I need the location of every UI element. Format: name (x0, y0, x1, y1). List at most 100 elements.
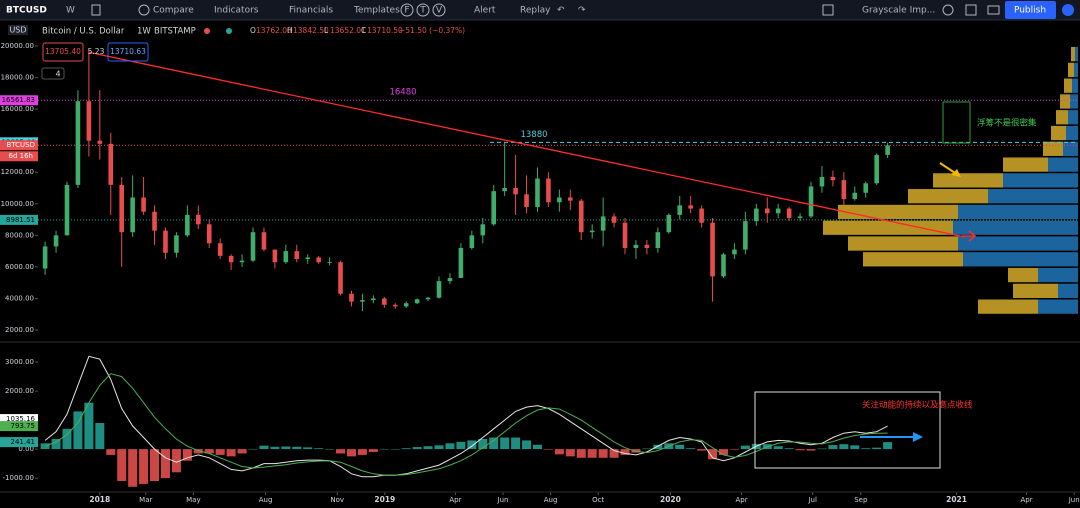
buy-box[interactable] (107, 42, 149, 62)
histogram-bar (62, 428, 72, 450)
histogram-bar (84, 402, 94, 450)
template-key-label[interactable]: F (404, 6, 409, 16)
histogram-bar (532, 444, 542, 450)
candle-body (666, 214, 672, 233)
replay-button[interactable]: Replay (520, 6, 551, 16)
symbol-search[interactable]: BTCUSD (6, 6, 47, 16)
data-status (226, 28, 232, 34)
histogram-bar (204, 449, 214, 454)
fullscreen-icon[interactable] (965, 4, 977, 16)
layout-icon[interactable] (822, 4, 834, 16)
compare-button[interactable]: Compare (153, 6, 194, 16)
histogram-bar (106, 449, 116, 455)
candle-body (305, 257, 311, 260)
indicators-button[interactable]: Indicators (214, 6, 259, 16)
histogram-bar (160, 449, 170, 479)
candle-body (217, 243, 223, 256)
templates-button[interactable]: Templates (353, 6, 400, 16)
macd-line (44, 355, 888, 478)
histogram-bar (128, 449, 138, 487)
histogram-bar (139, 449, 149, 484)
vp-down-bar (1072, 78, 1078, 93)
candle-body (261, 232, 267, 250)
financials-button[interactable]: Financials (289, 6, 333, 16)
candle-body (808, 186, 814, 217)
histogram-bar (784, 448, 794, 450)
histogram-bar (215, 449, 225, 455)
histogram-bar (368, 449, 378, 453)
indicators-toggle[interactable] (41, 67, 65, 80)
legend-ohlc: O 13762.00H 13842.50L 13652.01C 13710.50 (250, 26, 403, 35)
template-key-label[interactable]: V (436, 6, 443, 16)
interval[interactable]: W (66, 6, 75, 16)
x-tick-label: Jun (1068, 496, 1080, 504)
stream-button[interactable] (1062, 4, 1074, 16)
chart-style-icon[interactable] (91, 4, 101, 16)
template-key-label[interactable]: T (419, 6, 426, 16)
vp-up-bar (1043, 141, 1063, 156)
candle-body (86, 101, 92, 141)
histogram-bar (237, 449, 247, 454)
template-key[interactable] (432, 3, 446, 17)
publish-button[interactable] (1005, 1, 1056, 19)
ask-price[interactable]: 13710.63 (110, 47, 146, 56)
histogram-bar (401, 448, 411, 450)
y-tick-label: 0.00 (18, 445, 34, 453)
vp-up-bar (1064, 78, 1072, 93)
redo-button[interactable]: ↷ (578, 6, 586, 16)
indicator-count[interactable]: 4 (55, 70, 60, 79)
undo-button[interactable]: ↶ (557, 6, 565, 16)
layout-name[interactable]: Grayscale Imp... (862, 6, 935, 16)
y-tick-label: -1000.00 (3, 474, 34, 482)
sell-box[interactable] (42, 42, 84, 62)
trendline (88, 51, 965, 238)
histogram-bar (686, 448, 696, 450)
alert-button[interactable]: Alert (474, 6, 496, 16)
candle-body (677, 205, 683, 215)
last-price-name: BTCUSD (6, 141, 35, 149)
y-tick-label: 18000.00 (1, 74, 34, 82)
histogram-bar (292, 446, 302, 450)
histogram-bar (872, 447, 882, 450)
y-tick-label: 2000.00 (5, 387, 34, 395)
ohlc-key: H (287, 26, 293, 35)
candle-body (885, 145, 890, 155)
price-pane: 2000.00 4000.00 6000.00 8000.00 10000.00 1200… (0, 22, 1078, 340)
snapshot-icon[interactable] (987, 5, 1000, 15)
vp-up-bar (1003, 157, 1048, 172)
settings-icon[interactable] (942, 4, 954, 16)
histogram-bar (500, 437, 510, 450)
x-tick-label: Aug (259, 496, 273, 504)
vp-down-bar (963, 252, 1078, 267)
candle-body (119, 184, 125, 233)
y-tick-label: 6000.00 (5, 263, 34, 271)
candle-body (130, 197, 135, 233)
publish-label[interactable]: Publish (1014, 6, 1046, 16)
y-tick-label: 20000.00 (1, 42, 34, 50)
histogram-bar (839, 444, 849, 450)
candle-body (655, 232, 661, 248)
template-key[interactable] (400, 3, 414, 17)
vp-up-bar (838, 204, 958, 220)
histogram-bar (281, 446, 291, 450)
template-key[interactable] (416, 3, 430, 17)
vp-down-bar (1074, 62, 1078, 78)
vp-up-bar (1051, 125, 1066, 141)
y-tick-label: 12000.00 (1, 168, 34, 176)
bid-price[interactable]: 13705.40 (45, 47, 81, 56)
histogram-bar (883, 442, 893, 450)
macd-note-box (754, 391, 941, 469)
compare-icon[interactable] (138, 4, 150, 16)
candle-body (524, 194, 529, 207)
vp-down-bar (1066, 125, 1078, 141)
y-tick-label: 2000.00 (5, 326, 34, 334)
scale-tag-label: 241.41 (11, 438, 36, 446)
histogram-bar (554, 449, 564, 455)
histogram-bar (423, 446, 433, 450)
level-tag-label: 16561.83 (2, 96, 35, 104)
histogram-bar (336, 449, 346, 454)
x-tick-label: Nov (330, 496, 344, 504)
histogram-bar (740, 445, 750, 450)
vp-down-bar (1068, 110, 1078, 125)
